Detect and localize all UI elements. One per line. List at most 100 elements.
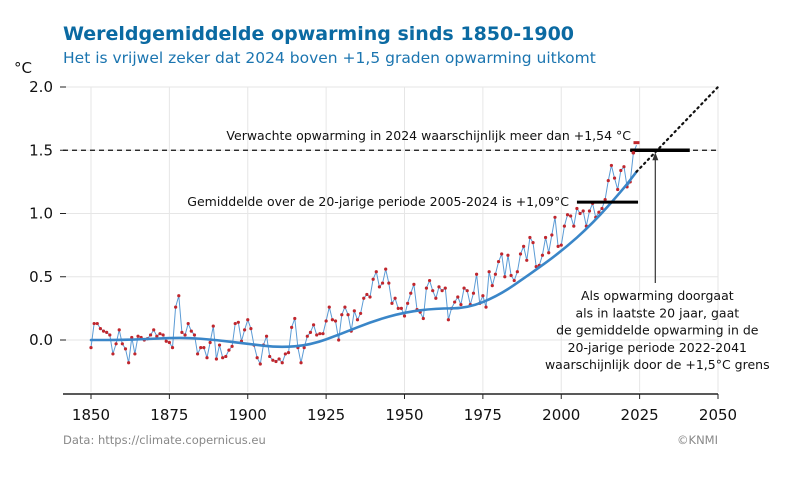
x-tick-label: 1875 [150,406,188,424]
data-point [186,321,190,326]
data-point [490,284,494,288]
data-point [622,165,626,169]
data-point [192,333,197,337]
data-source: Data: https://climate.copernicus.eu [63,433,266,447]
data-point [189,329,193,333]
y-tick-label: 1.0 [29,205,53,223]
annotation-mean-20y: Gemiddelde over de 20-jarige periode 200… [187,194,569,209]
data-point [359,311,363,316]
data-point [327,305,331,309]
projection-line [635,85,720,173]
x-tick-label: 1900 [229,406,267,424]
data-point [224,354,228,359]
data-point [170,345,175,350]
data-point [346,313,350,317]
chart-subtitle: Het is vrijwel zeker dat 2024 boven +1,5… [63,49,596,67]
data-point [553,215,557,219]
data-point [293,316,297,321]
data-point [330,318,334,322]
data-point [340,313,344,317]
data-point [424,286,429,290]
data-point [565,213,570,217]
data-point [92,321,96,326]
data-point [406,301,410,305]
data-point [183,333,187,337]
arrow-head-icon [652,152,659,161]
data-point [101,329,106,333]
x-tick-label: 2025 [621,406,659,424]
annotations: Verwachte opwarming in 2024 waarschijnli… [187,128,769,372]
data-point [161,333,165,337]
annotation-projection-line: als in laatste 20 jaar, gaat [575,305,739,320]
data-point [258,362,262,366]
data-point [158,332,162,336]
data-point [559,243,563,247]
data-point [133,352,137,356]
y-tick-label: 1.5 [29,141,53,159]
data-point [453,300,457,304]
data-point [283,352,287,356]
data-point [89,345,93,350]
data-point [148,333,153,337]
data-point [164,339,168,343]
annotation-projection-line: waarschijnlijk door de +1,5°C grens [545,357,770,372]
data-point [603,197,607,202]
data-point [443,286,447,290]
data-point [290,325,294,329]
data-point [459,302,463,307]
data-point [493,272,498,276]
data-point [543,235,548,240]
data-point [534,265,538,269]
annotation-projection: Als opwarming doorgaat als in laatste 20 … [545,288,770,372]
axes: 1850 1875 1900 1925 1950 1975 2000 2025 2050 0.0 0… [29,78,737,424]
x-tick-label: 1850 [72,406,110,424]
data-point [402,314,407,318]
data-point [337,338,341,342]
data-point [569,214,573,218]
data-point [155,334,159,338]
data-point [390,301,394,305]
data-point [277,357,281,361]
data-point [202,345,206,350]
data-point [243,328,247,332]
data-point [587,209,592,213]
data-point [308,330,313,335]
data-point [619,168,623,173]
data-point [333,319,338,323]
data-point [98,327,103,331]
data-point [531,240,535,245]
data-point [528,235,532,240]
data-point [180,330,184,335]
data-point [578,211,582,216]
data-point [597,210,601,214]
data-point [556,244,560,248]
y-tick-label: 2.0 [29,78,53,96]
credit: ©KNMI [677,433,718,447]
annotation-projection-line: 20-jarige periode 2022-2041 [568,340,747,355]
data-point [208,340,212,345]
data-point [572,224,576,228]
data-point [377,285,382,289]
data-point [380,281,385,285]
data-point [374,270,378,274]
data-point [305,334,309,338]
data-point [255,356,259,360]
data-point [174,305,178,309]
data-point [421,316,425,321]
data-point [525,258,529,262]
data-point [515,270,519,274]
data-point [108,333,112,337]
data-point [299,361,303,365]
chart-title: Wereldgemiddelde opwarming sinds 1850-19… [63,23,574,45]
data-point [211,324,215,328]
data-point [456,295,460,299]
data-point [616,187,620,192]
data-point [600,206,604,211]
data-marks [63,85,720,366]
data-point [355,318,360,322]
x-tick-label: 1950 [385,406,423,424]
x-tick-label: 1925 [307,406,345,424]
data-point [371,277,375,281]
data-point [409,291,413,295]
data-point [230,344,234,348]
